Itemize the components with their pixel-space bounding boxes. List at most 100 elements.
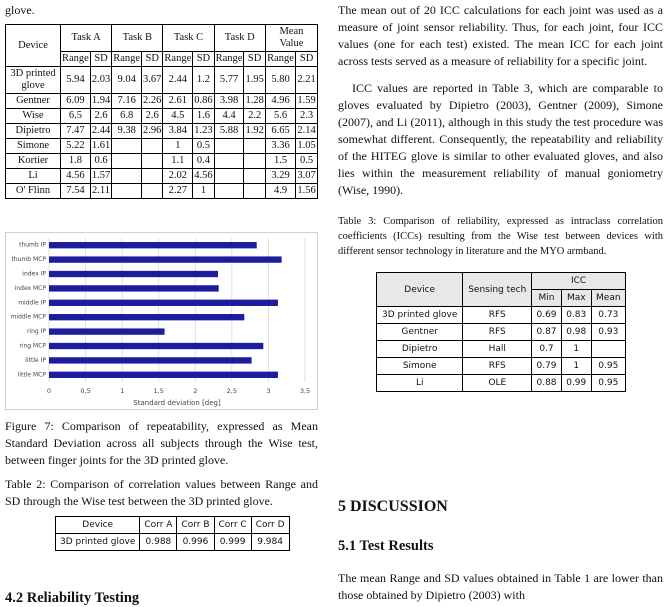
table-body: 3D printed glove RFS 0.69 0.83 0.73 Gentner RF… [375, 306, 627, 392]
row-label: Gentner [375, 323, 464, 341]
cell: 5.80 [264, 66, 297, 94]
header-cell: Min [531, 289, 562, 307]
cell: 7.47 [60, 123, 91, 139]
row-label: Gentner [4, 93, 62, 109]
header-cell: Range [111, 51, 143, 67]
cell: 5.88 [213, 123, 245, 139]
cell: 2.44 [162, 66, 194, 94]
x-tick-label: 0 [47, 387, 51, 395]
cell: 4.5 [162, 108, 194, 124]
text: glove. [5, 3, 35, 17]
cell: 3.36 [264, 138, 297, 154]
cell: 0.99 [560, 374, 592, 392]
row-label: Wise [4, 108, 62, 124]
section-heading: 4.2 Reliability Testing [5, 590, 140, 606]
cell [243, 153, 266, 169]
cell: 2.27 [162, 183, 194, 199]
table-head: Device Corr A Corr B Corr C Corr D [54, 516, 290, 534]
cell: 1.95 [243, 66, 266, 94]
header-cell: Task A [60, 24, 113, 52]
cell: 0.73 [590, 306, 627, 324]
table-3: Device Sensing tech ICC Min Max Mean 3D pr… [375, 272, 627, 392]
cell: 4.4 [213, 108, 245, 124]
row-label: 3D printed glove [375, 306, 464, 324]
header-cell: Range [264, 51, 297, 67]
cell: 2.11 [89, 183, 113, 199]
y-tick-label: middle IP [18, 299, 46, 306]
cell: 1.1 [162, 153, 194, 169]
cell: 0.7 [531, 340, 562, 358]
row-label: 3D printed glove [54, 533, 141, 551]
table-caption: Table 3: Comparison of reliability, expr… [338, 216, 663, 257]
header-cell: Sensing tech [462, 272, 533, 307]
cell: 1.28 [243, 93, 266, 109]
paragraph: ICC values are reported in Table 3, whic… [338, 81, 663, 197]
y-tick-label: thumb IP [19, 242, 46, 249]
cell: 4.96 [264, 93, 297, 109]
cell [213, 138, 245, 154]
y-tick-label: index MCP [15, 285, 47, 292]
cell: 5.94 [60, 66, 91, 94]
cell: 7.16 [111, 93, 143, 109]
y-tick-label: middle MCP [11, 314, 47, 321]
cell: 1.6 [192, 108, 215, 124]
cell: 0.5 [192, 138, 215, 154]
cell: 2.3 [295, 108, 318, 124]
figure-caption: Figure 7: Comparison of repeatability, e… [5, 419, 318, 467]
header-cell: Corr C [213, 516, 252, 534]
cell: 2.44 [89, 123, 113, 139]
row-label: 3D printed glove [4, 66, 62, 94]
x-tick-label: 0,5 [80, 387, 90, 395]
cell: 1.92 [243, 123, 266, 139]
table-caption: Table 2: Comparison of correlation value… [5, 477, 318, 508]
cell: 5.6 [264, 108, 297, 124]
cell: 2.6 [89, 108, 113, 124]
cell: 1.23 [192, 123, 215, 139]
cell: 0.95 [590, 357, 627, 375]
cell: 0.69 [531, 306, 562, 324]
cell: 9.984 [250, 533, 290, 551]
table-body: 3D printed glove 5.94 2.03 9.04 3.67 2.44 1.2 5… [4, 66, 318, 199]
cell [141, 183, 164, 199]
x-tick-label: 3,5 [300, 387, 310, 395]
header-row: Device Sensing tech ICC [375, 272, 626, 307]
row-label: Simone [4, 138, 62, 154]
bar [49, 299, 278, 306]
y-tick-label: little IP [25, 357, 46, 364]
cell: 1 [560, 340, 592, 358]
header-cell: Range [162, 51, 194, 67]
table-1: Device Task A Task B Task C Task D Mean … [4, 24, 319, 199]
table-row: 3D printed glove RFS 0.69 0.83 0.73 [375, 306, 627, 324]
header-cell: SD [192, 51, 215, 67]
table-2: Device Corr A Corr B Corr C Corr D 3D printe… [54, 516, 290, 551]
table-row: 3D printed glove 5.94 2.03 9.04 3.67 2.44 1.2 5… [4, 66, 318, 94]
cell [141, 168, 164, 184]
header-cell: Device [4, 24, 62, 67]
y-tick-label: index IP [22, 271, 46, 278]
cell: 1 [162, 138, 194, 154]
cell [111, 153, 143, 169]
cell: 1 [192, 183, 215, 199]
bar [49, 285, 219, 292]
cell [111, 183, 143, 199]
cell: 0.87 [531, 323, 562, 341]
header-cell: Corr D [250, 516, 290, 534]
cell: 7.54 [60, 183, 91, 199]
cell: 0.4 [192, 153, 215, 169]
cell [141, 153, 164, 169]
cell [243, 138, 266, 154]
table-body: 3D printed glove 0.988 0.996 0.999 9.984 [54, 533, 290, 551]
table-row: Li 4.56 1.57 2.02 4.56 3.29 3.07 [4, 168, 318, 184]
cell: 3.84 [162, 123, 194, 139]
cell: 4.9 [264, 183, 297, 199]
x-tick-label: 1 [120, 387, 124, 395]
row-label: Li [375, 374, 464, 392]
cell: 9.04 [111, 66, 143, 94]
bar [49, 328, 165, 335]
cell: 1.57 [89, 168, 113, 184]
cell: 0.999 [213, 533, 252, 551]
header-cell: Device [54, 516, 141, 534]
bar [49, 270, 218, 278]
cell: OLE [462, 374, 533, 392]
cell [213, 153, 245, 169]
